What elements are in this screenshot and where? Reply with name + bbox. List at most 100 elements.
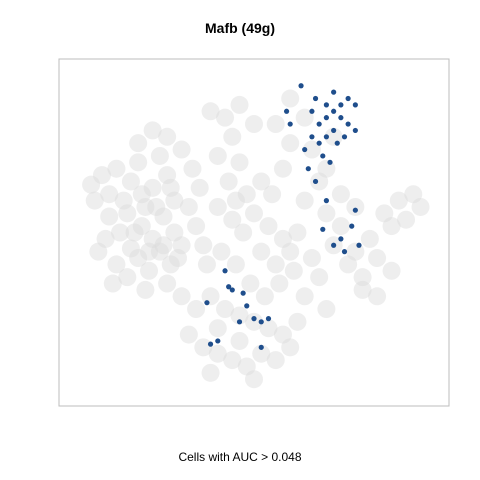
background-cell-point — [201, 363, 220, 382]
background-cell-point — [397, 210, 416, 229]
background-cell-point — [212, 242, 231, 261]
highlighted-cell-point — [320, 226, 326, 232]
background-cell-point — [317, 300, 336, 319]
background-cell-point — [121, 239, 140, 258]
background-cell-point — [288, 223, 307, 242]
highlighted-cell-point — [323, 115, 329, 121]
highlighted-cell-point — [338, 115, 344, 121]
background-cell-point — [295, 108, 314, 127]
background-cell-point — [100, 207, 119, 226]
background-cell-point — [223, 127, 242, 146]
highlighted-cell-point — [229, 287, 235, 293]
background-cell-point — [310, 172, 329, 191]
background-cell-point — [230, 153, 249, 172]
highlighted-cell-point — [316, 121, 322, 127]
background-cell-point — [165, 191, 184, 210]
background-cell-point — [317, 159, 336, 178]
background-cell-point — [136, 280, 155, 299]
highlighted-cell-point — [345, 121, 351, 127]
background-cell-point — [295, 287, 314, 306]
background-cell-point — [183, 159, 202, 178]
background-cell-point — [143, 121, 162, 140]
background-cells — [82, 89, 430, 389]
highlighted-cell-point — [338, 102, 344, 108]
background-cell-point — [100, 185, 119, 204]
highlighted-cell-point — [244, 303, 250, 309]
highlighted-cell-point — [323, 102, 329, 108]
background-cell-point — [368, 249, 387, 268]
highlighted-cell-point — [320, 153, 326, 159]
highlighted-cell-point — [265, 316, 272, 322]
background-cell-point — [161, 178, 180, 197]
background-cell-point — [150, 146, 169, 165]
background-cell-point — [201, 102, 220, 121]
background-cell-point — [346, 197, 365, 216]
background-cell-point — [201, 287, 220, 306]
background-cell-point — [107, 255, 126, 274]
background-cell-point — [245, 312, 263, 331]
highlighted-cell-point — [215, 338, 221, 344]
background-cell-point — [353, 280, 372, 299]
background-cell-point — [114, 191, 133, 210]
background-cell-point — [154, 207, 173, 226]
background-cell-point — [302, 140, 321, 159]
background-cell-point — [187, 217, 206, 236]
background-cell-point — [143, 178, 162, 197]
background-cell-point — [273, 229, 292, 248]
highlighted-cell-point — [341, 134, 348, 140]
background-cell-point — [281, 89, 300, 108]
highlighted-cell-point — [331, 89, 337, 95]
background-cell-point — [234, 223, 253, 242]
background-cell-point — [226, 255, 245, 274]
plot-frame — [58, 58, 450, 407]
background-cell-point — [255, 287, 274, 306]
background-cell-point — [382, 217, 401, 236]
background-cell-point — [103, 274, 122, 293]
highlighted-cell-point — [305, 166, 311, 172]
highlighted-cell-point — [352, 127, 358, 134]
background-cell-point — [194, 236, 213, 255]
background-cell-point — [132, 217, 151, 236]
background-cell-point — [140, 242, 159, 261]
highlighted-cell-point — [226, 284, 232, 290]
highlighted-cell-point — [309, 134, 315, 140]
background-cell-point — [118, 268, 137, 287]
highlighted-cell-point — [312, 95, 319, 102]
background-cell-point — [245, 115, 263, 134]
highlighted-cell-point — [331, 127, 337, 134]
background-cell-point — [158, 166, 177, 185]
highlighted-cell-point — [298, 83, 304, 89]
background-cell-point — [241, 274, 260, 293]
background-cell-point — [179, 325, 198, 344]
highlighted-cell-point — [331, 242, 337, 248]
background-cell-point — [245, 204, 263, 223]
background-cell-point — [230, 306, 249, 325]
background-cell-point — [281, 338, 300, 357]
background-cell-point — [382, 261, 401, 280]
background-cell-point — [259, 319, 278, 338]
background-cell-point — [168, 249, 187, 268]
background-cell-point — [197, 255, 216, 274]
background-cell-point — [259, 217, 278, 236]
highlighted-cell-point — [352, 102, 358, 108]
highlighted-cell-point — [236, 319, 243, 325]
background-cell-point — [273, 325, 292, 344]
background-cell-point — [317, 204, 336, 223]
background-cell-point — [266, 255, 285, 274]
background-cell-point — [118, 204, 137, 223]
background-cell-point — [223, 351, 242, 370]
background-cell-point — [129, 249, 148, 268]
background-cell-point — [266, 115, 285, 134]
background-cell-point — [96, 229, 115, 248]
highlighted-cell-point — [207, 341, 214, 347]
highlighted-cell-point — [283, 108, 290, 114]
background-cell-point — [353, 268, 372, 287]
background-cell-point — [270, 274, 289, 293]
background-cell-point — [129, 134, 148, 153]
background-cell-point — [208, 319, 227, 338]
background-cell-point — [404, 185, 423, 204]
background-cell-point — [172, 140, 191, 159]
chart-title: Mafb (49g) — [205, 20, 275, 36]
background-cell-point — [226, 191, 245, 210]
